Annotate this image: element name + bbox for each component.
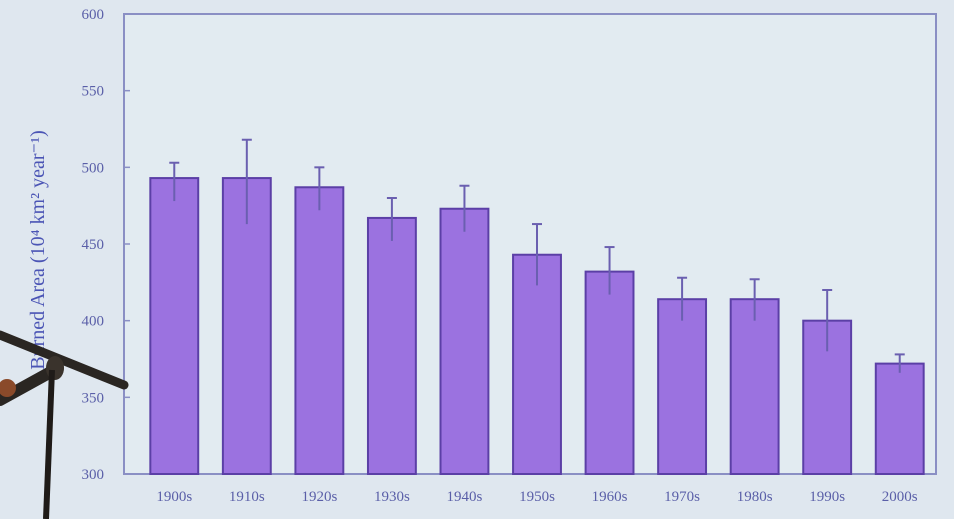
bar-1970s (657, 298, 708, 476)
x-tick-label-1980s: 1980s (737, 489, 773, 505)
x-tick-label-1940s: 1940s (447, 489, 483, 505)
y-axis-ticks: 300 350 400 450 500 550 600 (82, 7, 130, 483)
y-tick-label-450: 450 (82, 237, 105, 253)
y-tick-label-350: 350 (82, 390, 105, 406)
bar-1960s (584, 270, 635, 475)
bar-1920s (294, 186, 345, 475)
x-tick-label-1930s: 1930s (374, 489, 410, 505)
bar-series (149, 177, 925, 476)
y-tick-label-600: 600 (82, 7, 105, 23)
y-tick-label-400: 400 (82, 314, 105, 330)
y-axis-label: Burned Area (10⁴ km² year⁻¹) (27, 130, 49, 369)
y-tick-label-550: 550 (82, 84, 105, 100)
bar-1940s (439, 207, 490, 475)
x-tick-label-1990s: 1990s (809, 489, 845, 505)
x-tick-label-1920s: 1920s (301, 489, 337, 505)
y-tick-label-500: 500 (82, 160, 105, 176)
x-axis-ticks: 1900s 1910s 1920s 1930s 1940s 1950s 1960s 1970s… (156, 489, 917, 505)
microphone-icon (0, 330, 129, 519)
x-tick-label-1900s: 1900s (156, 489, 192, 505)
x-tick-label-2000s: 2000s (882, 489, 918, 505)
y-tick-label-300: 300 (82, 467, 105, 483)
bar-1900s (149, 177, 200, 475)
bar-1910s (221, 177, 272, 475)
bar-2000s (874, 362, 925, 476)
x-tick-label-1950s: 1950s (519, 489, 555, 505)
x-tick-label-1960s: 1960s (592, 489, 628, 505)
bar-1930s (366, 216, 417, 476)
x-tick-label-1910s: 1910s (229, 489, 265, 505)
bar-1950s (512, 253, 562, 475)
x-tick-label-1970s: 1970s (664, 489, 700, 505)
bar-1980s (729, 298, 780, 476)
error-bars (169, 138, 905, 373)
